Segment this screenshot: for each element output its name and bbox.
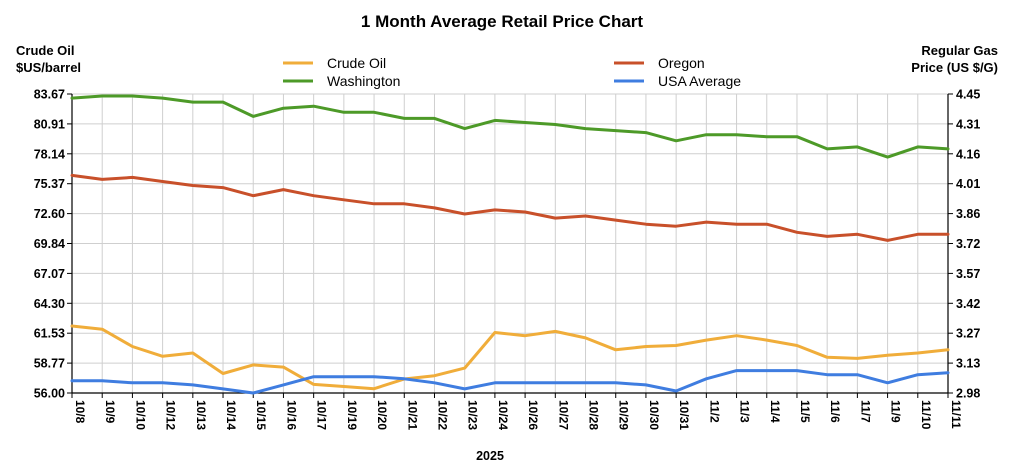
x-tick-label: 11/10: [919, 400, 933, 430]
right-tick-label: 2.98: [956, 387, 980, 401]
left-tick-label: 58.77: [34, 357, 65, 371]
x-tick-label: 11/5: [798, 400, 812, 423]
right-tick-label: 3.13: [956, 357, 980, 371]
legend: Crude Oil Oregon Washington USA Average: [283, 55, 741, 89]
x-tick-label: 10/22: [435, 400, 449, 430]
series-lines: [70, 94, 950, 395]
right-tick-label: 3.72: [956, 237, 980, 251]
right-axis-label-line1: Regular Gas: [921, 43, 998, 58]
right-tick-label: 3.27: [956, 327, 980, 341]
left-tick-label: 72.60: [34, 207, 65, 221]
left-tick-label: 80.91: [34, 117, 65, 131]
legend-label-crude-oil: Crude Oil: [327, 55, 386, 71]
legend-label-usa-average: USA Average: [658, 73, 741, 89]
chart-title: 1 Month Average Retail Price Chart: [361, 12, 643, 31]
left-tick-label: 75.37: [34, 177, 65, 191]
x-tick-label: 10/26: [526, 400, 540, 430]
left-tick-label: 69.84: [34, 237, 65, 251]
x-tick-label: 10/24: [496, 400, 510, 430]
right-tick-label: 3.42: [956, 297, 980, 311]
x-tick-label: 10/27: [556, 400, 570, 430]
right-tick-label: 3.57: [956, 267, 980, 281]
x-tick-label: 10/9: [103, 400, 117, 424]
left-axis-label-line1: Crude Oil: [16, 43, 75, 58]
right-tick-label: 4.31: [956, 117, 980, 131]
x-tick-label: 10/17: [315, 400, 329, 430]
series-line-oregon: [70, 173, 950, 242]
x-tick-label: 11/2: [707, 400, 721, 423]
grid: [71, 93, 949, 394]
left-tick-label: 67.07: [34, 267, 65, 281]
x-tick-label: 11/11: [949, 400, 963, 429]
x-tick-label: 10/19: [345, 400, 359, 430]
x-tick-label: 10/21: [405, 400, 419, 430]
x-tick-label: 10/16: [284, 400, 298, 430]
series-line-crude-oil: [70, 324, 950, 391]
x-tick-label: 11/7: [858, 400, 872, 423]
x-tick-label: 10/29: [617, 400, 631, 430]
x-tick-label: 10/15: [254, 400, 268, 430]
tick-labels: 56.00 58.77 61.53 64.30 67.07 69.84 72.60 75.37…: [34, 88, 981, 431]
x-tick-label: 10/8: [73, 400, 87, 424]
right-tick-label: 4.45: [956, 88, 980, 102]
x-tick-label: 11/6: [828, 400, 842, 423]
left-axis-label-line2: $US/barrel: [16, 60, 81, 75]
x-tick-label: 11/4: [768, 400, 782, 423]
left-tick-label: 78.14: [34, 147, 65, 161]
x-tick-label: 10/14: [224, 400, 238, 430]
x-tick-label: 10/13: [194, 400, 208, 430]
x-tick-label: 11/3: [738, 400, 752, 423]
left-tick-label: 61.53: [34, 327, 65, 341]
x-tick-label: 10/10: [133, 400, 147, 430]
right-tick-label: 4.16: [956, 147, 980, 161]
x-tick-label: 10/28: [587, 400, 601, 430]
x-tick-label: 10/23: [466, 400, 480, 430]
x-tick-label: 10/30: [647, 400, 661, 430]
x-tick-label: 10/20: [375, 400, 389, 430]
year-label: 2025: [476, 449, 504, 463]
x-tick-label: 11/9: [889, 400, 903, 423]
right-tick-label: 3.86: [956, 207, 980, 221]
x-tick-label: 10/12: [164, 400, 178, 430]
left-tick-label: 83.67: [34, 88, 65, 102]
legend-label-washington: Washington: [327, 73, 400, 89]
legend-label-oregon: Oregon: [658, 55, 705, 71]
right-tick-label: 4.01: [956, 177, 980, 191]
right-axis-label-line2: Price (US $/G): [911, 60, 998, 75]
left-tick-label: 64.30: [34, 297, 65, 311]
series-line-washington: [70, 94, 950, 159]
series-line-usa-average: [70, 369, 950, 395]
left-tick-label: 56.00: [34, 387, 65, 401]
x-tick-label: 10/31: [677, 400, 691, 430]
